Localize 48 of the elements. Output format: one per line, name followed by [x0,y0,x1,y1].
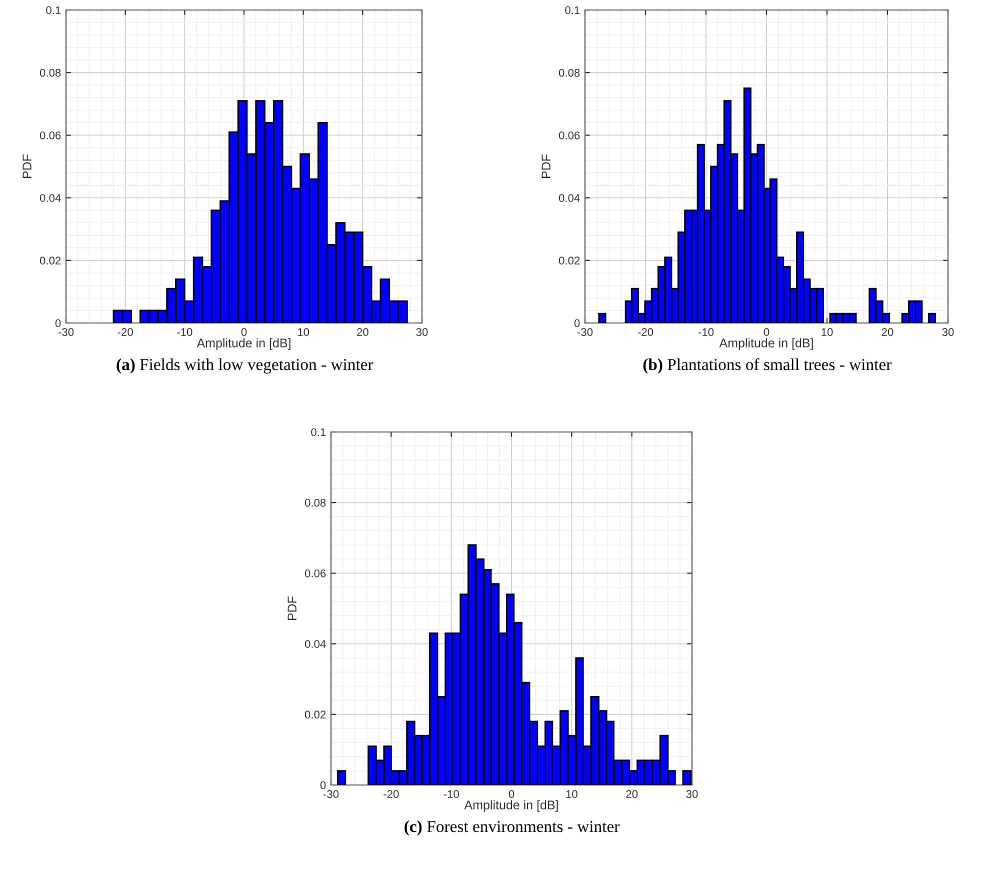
x-axis-title: Amplitude in [dB] [196,338,290,350]
x-tick-label: -10 [444,790,459,798]
text: (b) Plantations of small trees - winter [643,358,892,374]
x-tick-label: -20 [638,328,654,336]
x-tick-label: 10 [822,328,833,336]
y-tick-label: 0.04 [304,640,326,648]
x-tick-label: 0 [508,790,514,798]
y-tick-label: 0.1 [565,6,580,14]
y-tick-label: 0.08 [558,68,580,77]
x-tick-label: 20 [357,328,368,336]
x-tick-label: 30 [416,328,428,336]
x-tick-label: 0 [764,328,770,336]
y-tick-label: 0.06 [304,569,326,578]
y-tick-label: 0.06 [558,131,580,140]
y-tick-label: 0 [574,319,580,328]
x-axis-title: Amplitude in [dB] [719,338,813,350]
y-tick-label: 0.1 [311,428,326,436]
y-tick-label: 0.04 [558,194,580,202]
x-tick-label: -20 [118,328,133,336]
x-tick-label: -10 [177,328,192,336]
x-tick-label: 0 [241,328,247,336]
y-axis-title: PDF [288,596,296,620]
y-tick-label: 0.04 [40,194,61,202]
x-tick-label: 10 [566,790,578,798]
y-tick-label: 0.08 [304,498,326,507]
x-tick-label: -30 [58,328,74,336]
x-tick-label: 10 [298,328,310,336]
text: (c) Forest environments - winter [404,820,620,836]
y-tick-label: 0.08 [40,68,61,77]
x-tick-label: 30 [686,790,698,798]
y-tick-label: 0 [55,319,61,328]
x-tick-label: -20 [384,790,399,798]
y-tick-label: 0 [320,781,326,790]
x-tick-label: 20 [882,328,894,336]
y-tick-label: 0.02 [40,256,61,265]
text: (a) Fields with low vegetation - winter [116,358,374,374]
y-tick-label: 0.02 [304,710,326,719]
y-axis-title: PDF [22,154,32,178]
y-tick-label: 0.1 [46,6,61,14]
y-tick-label: 0.02 [558,256,580,265]
x-tick-label: -30 [577,328,593,336]
x-tick-label: -30 [323,790,339,798]
x-tick-label: 20 [626,790,638,798]
x-axis-title: Amplitude in [dB] [464,800,558,812]
y-tick-label: 0.06 [40,131,61,140]
x-tick-label: 30 [942,328,954,336]
x-tick-label: -10 [698,328,714,336]
y-axis-title: PDF [542,154,550,178]
